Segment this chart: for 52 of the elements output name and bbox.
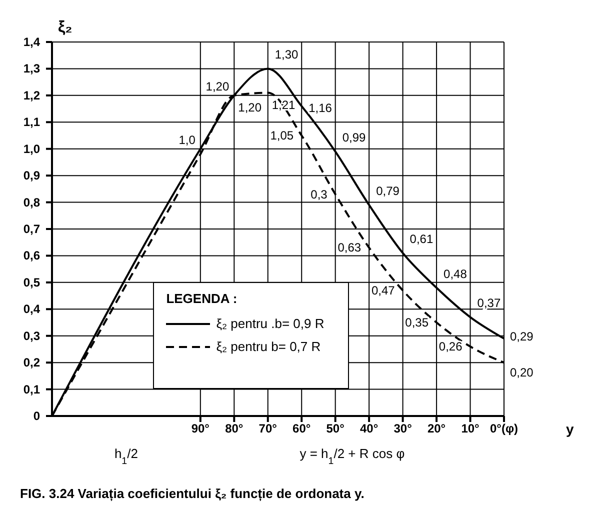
legend-label: ξ₂ pentru .b= 0,9 R <box>216 316 324 332</box>
y-tick-label: 1,2 <box>23 88 40 102</box>
x-tick-label: 60° <box>292 422 311 436</box>
x-tick-label: 40° <box>360 422 378 436</box>
data-label: 0,20 <box>510 366 534 380</box>
y-tick-label: 0,7 <box>23 222 40 236</box>
text: y = h$_{1}$/2 + R cos φ <box>300 446 405 466</box>
data-label: 1,21 <box>272 98 296 112</box>
x-tick-label: 30° <box>394 422 412 436</box>
y-tick-label: 1,0 <box>23 142 40 156</box>
y-tick-label: 0,1 <box>23 382 40 396</box>
data-label: 0,47 <box>371 283 396 298</box>
y-tick-label: 0,6 <box>23 248 40 263</box>
y-axis-title: ξ₂ <box>58 19 72 36</box>
legend-title: LEGENDA : <box>166 291 238 306</box>
y-tick-label: 0,4 <box>23 302 40 316</box>
data-label: 0,26 <box>438 340 463 354</box>
x-tick-label: 80° <box>225 422 244 436</box>
x-tick-label: 0°(φ) <box>490 422 518 436</box>
text: FIG. 3.24 Variația coeficientului ξ₂ funcție de ordonata y. <box>20 486 364 502</box>
data-label: 0,63 <box>338 240 362 255</box>
data-label: 0,99 <box>342 130 366 145</box>
data-label: 0,61 <box>410 232 434 246</box>
x-axis-title: y <box>566 421 574 437</box>
data-label: 1,20 <box>206 79 230 94</box>
y-tick-label: 0,8 <box>23 195 40 210</box>
data-label: 1,20 <box>238 100 262 114</box>
x-tick-label: 90° <box>191 422 210 436</box>
data-label: 0,48 <box>444 266 468 281</box>
y-tick-label: 1,4 <box>23 35 40 49</box>
y-tick-label: 0,3 <box>23 328 40 343</box>
data-label: 1,30 <box>274 48 299 62</box>
y-tick-label: 0,2 <box>23 356 40 370</box>
annotation: 0,3 <box>310 187 328 202</box>
x-tick-label: 50° <box>326 422 345 436</box>
x-tick-label: 20° <box>427 422 446 436</box>
data-label: 0,79 <box>376 184 400 198</box>
y-tick-label: 1,1 <box>23 115 40 130</box>
y-tick-label: 0,9 <box>23 168 40 183</box>
data-label: 0,29 <box>510 330 534 344</box>
y-tick-label: 1,3 <box>23 62 40 76</box>
x-tick-label: 10° <box>461 422 480 436</box>
data-label: 1,16 <box>308 101 332 116</box>
legend-label: ξ₂ pentru b= 0,7 R <box>216 339 321 354</box>
text: h$_{1}$/2 <box>114 446 138 466</box>
x-tick-label: 70° <box>258 422 278 436</box>
data-label: 0,37 <box>477 296 501 310</box>
data-label: 1,0 <box>178 132 196 147</box>
y-tick-label: 0 <box>33 409 40 423</box>
y-tick-label: 0,5 <box>23 275 40 290</box>
data-label: 0,35 <box>405 316 429 330</box>
data-label: 1,05 <box>270 128 294 142</box>
